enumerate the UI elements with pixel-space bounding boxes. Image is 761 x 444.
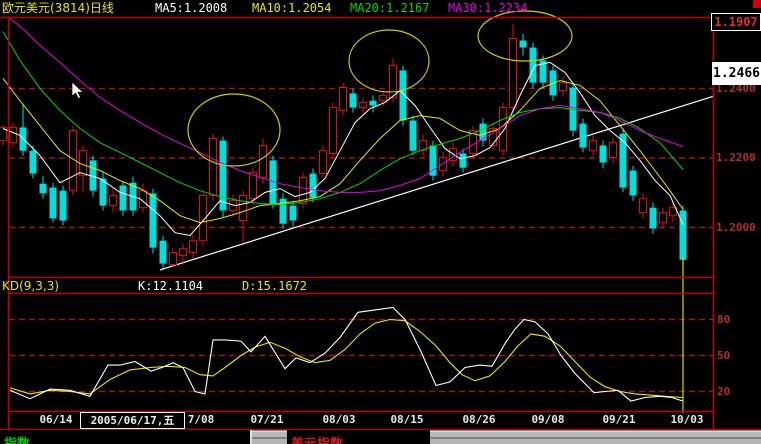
- kd-k-value: K:12.1104: [138, 279, 204, 293]
- ma5-value-label: MA5:1.2008: [155, 1, 228, 15]
- date-axis-label: 7/08: [187, 413, 215, 426]
- date-axis-label: 06/14: [39, 413, 73, 426]
- ma30-value-label: MA30:1.2234: [448, 1, 528, 15]
- background-window-left-title: 指数: [4, 433, 30, 444]
- price-axis-label: 1.2200: [716, 151, 756, 164]
- mouse-pointer: [71, 81, 84, 99]
- corner-red-block: [753, 0, 761, 8]
- date-axis-label: 10/03: [670, 413, 704, 426]
- date-axis-label: 09/21: [602, 413, 636, 426]
- kd-scale-label: 20: [717, 384, 731, 398]
- date-axis-label: 08/03: [322, 413, 356, 426]
- background-window-right[interactable]: 美元指数: [287, 430, 430, 444]
- background-window-right-title: 美元指数: [291, 433, 343, 444]
- marked-price-box[interactable]: 1.2466: [712, 62, 761, 85]
- symbol-title: 欧元美元(3814)日线: [2, 1, 114, 15]
- date-axis-label: 07/21: [250, 413, 284, 426]
- kd-indicator-header: KD(9,3,3) K:12.1104 D:15.1672: [0, 279, 710, 293]
- kd-scale-label: 50: [717, 348, 731, 362]
- taskbar-strip: 指数 美元指数: [0, 430, 761, 444]
- price-axis-label: 1.2000: [716, 220, 756, 234]
- background-window-left[interactable]: 指数: [0, 430, 252, 444]
- current-price-box: 1.1907: [711, 13, 761, 31]
- date-axis-label: 09/08: [531, 413, 565, 426]
- kd-scale-label: 80: [717, 312, 731, 326]
- selected-date-box[interactable]: 2005/06/17,五: [80, 412, 185, 429]
- date-axis-label: 08/26: [462, 413, 496, 426]
- ma20-value-label: MA20:1.2167: [350, 1, 430, 15]
- kd-indicator-label: KD(9,3,3): [2, 279, 60, 293]
- chart-title-bar: 欧元美元(3814)日线 MA5:1.2008 MA10:1.2054 MA20…: [0, 0, 761, 17]
- date-axis-label: 08/15: [390, 413, 424, 426]
- date-axis: 2005/06/17,五 06/14 7/08 07/21 08/03 08/15 08/…: [0, 412, 761, 429]
- ma10-value-label: MA10:1.2054: [252, 1, 332, 15]
- kd-d-value: D:15.1672: [242, 279, 308, 293]
